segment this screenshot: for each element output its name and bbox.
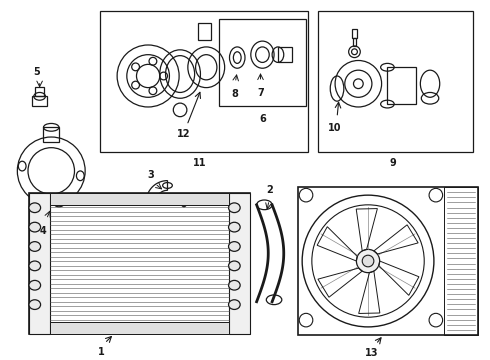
Text: 7: 7 xyxy=(257,87,264,98)
Bar xyxy=(35,87,45,96)
Bar xyxy=(278,47,292,62)
Text: 9: 9 xyxy=(390,158,396,168)
Text: 4: 4 xyxy=(40,226,47,236)
Text: 6: 6 xyxy=(259,114,266,124)
Ellipse shape xyxy=(228,280,240,290)
Bar xyxy=(44,127,59,142)
Text: 8: 8 xyxy=(232,89,239,99)
Bar xyxy=(50,322,228,334)
Text: 5: 5 xyxy=(33,67,40,77)
Text: 2: 2 xyxy=(266,185,272,195)
Ellipse shape xyxy=(228,300,240,310)
Text: 10: 10 xyxy=(328,123,342,134)
Text: 12: 12 xyxy=(177,129,191,139)
Text: 3: 3 xyxy=(147,170,154,180)
Bar xyxy=(353,38,356,46)
Bar xyxy=(228,193,250,334)
Ellipse shape xyxy=(228,222,240,232)
Bar xyxy=(50,193,228,205)
Text: 1: 1 xyxy=(98,347,105,357)
Ellipse shape xyxy=(29,300,41,310)
Text: 13: 13 xyxy=(365,348,379,358)
Bar xyxy=(318,11,473,152)
Ellipse shape xyxy=(228,261,240,271)
Circle shape xyxy=(362,255,374,267)
Ellipse shape xyxy=(228,203,240,213)
Ellipse shape xyxy=(29,222,41,232)
Bar xyxy=(351,28,357,38)
Ellipse shape xyxy=(228,242,240,251)
Bar xyxy=(99,11,308,152)
Bar xyxy=(29,193,250,334)
Bar xyxy=(219,19,306,106)
Text: 11: 11 xyxy=(193,158,206,168)
Ellipse shape xyxy=(29,242,41,251)
Bar xyxy=(443,188,478,335)
Bar xyxy=(298,188,478,335)
Bar xyxy=(197,23,211,40)
Ellipse shape xyxy=(29,261,41,271)
Ellipse shape xyxy=(29,203,41,213)
Ellipse shape xyxy=(29,280,41,290)
Circle shape xyxy=(356,249,380,273)
Bar xyxy=(29,193,50,334)
Bar xyxy=(388,67,416,104)
Bar xyxy=(32,96,48,106)
